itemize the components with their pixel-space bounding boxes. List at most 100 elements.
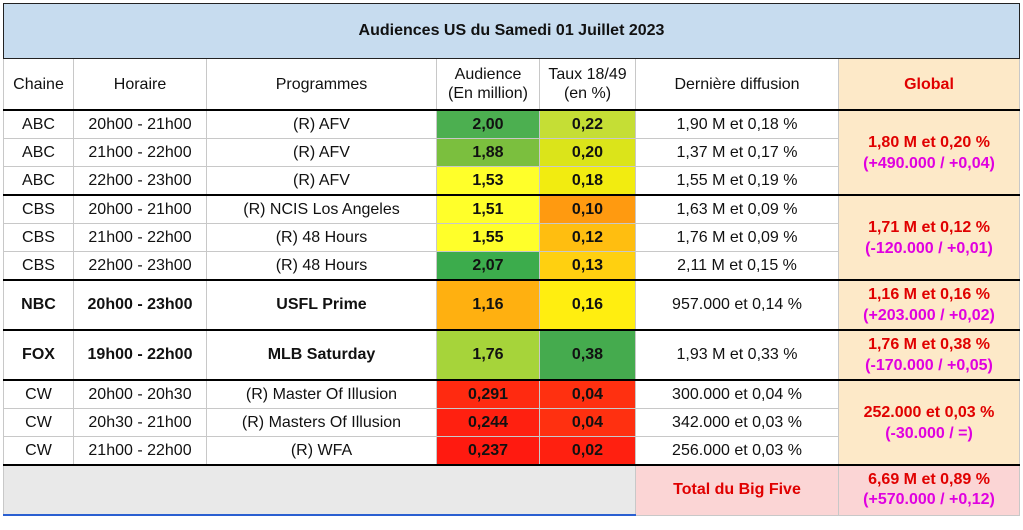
cell-taux: 0,16 [539, 279, 636, 331]
global-cw-main: 252.000 et 0,03 % [863, 403, 995, 421]
global-fox-main: 1,76 M et 0,38 % [868, 336, 990, 353]
cell-chaine: CW [3, 379, 74, 409]
cell-programme: (R) AFV [206, 166, 437, 196]
table-row: ABC 21h00 - 22h00 (R) AFV 1,88 0,20 1,37… [3, 138, 1020, 167]
cell-programme: (R) 48 Hours [206, 251, 437, 281]
header-horaire: Horaire [73, 58, 207, 111]
cell-taux: 0,04 [539, 408, 636, 437]
cell-programme: (R) NCIS Los Angeles [206, 194, 437, 224]
header-taux-l2: (en %) [563, 85, 612, 102]
cell-audience: 0,291 [436, 379, 540, 409]
header-row: Chaine Horaire Programmes Audience (En mi… [3, 58, 1020, 111]
cell-chaine: ABC [3, 109, 74, 139]
cell-taux: 0,13 [539, 251, 636, 281]
cell-derniere: 2,11 M et 0,15 % [635, 251, 839, 281]
global-nbc-main: 1,16 M et 0,16 % [868, 286, 990, 303]
cell-chaine: CBS [3, 223, 74, 252]
cell-horaire: 20h00 - 21h00 [73, 194, 207, 224]
total-diff: (+570.000 / +0,12) [863, 491, 995, 509]
cell-taux: 0,12 [539, 223, 636, 252]
cell-chaine: ABC [3, 138, 74, 167]
cell-programme: (R) WFA [206, 436, 437, 466]
cell-horaire: 20h00 - 21h00 [73, 109, 207, 139]
cell-audience: 0,244 [436, 408, 540, 437]
cell-horaire: 19h00 - 22h00 [73, 329, 207, 381]
header-taux-l1: Taux 18/49 [548, 66, 627, 83]
cell-chaine: CW [3, 436, 74, 466]
cell-horaire: 21h00 - 22h00 [73, 138, 207, 167]
table-row: FOX 19h00 - 22h00 MLB Saturday 1,76 0,38… [3, 329, 1020, 381]
header-audience-l1: Audience [454, 66, 522, 83]
global-nbc: 1,16 M et 0,16 % (+203.000 / +0,02) [838, 279, 1020, 331]
global-nbc-diff: (+203.000 / +0,02) [863, 307, 995, 324]
cell-horaire: 20h00 - 20h30 [73, 379, 207, 409]
cell-taux: 0,04 [539, 379, 636, 409]
cell-derniere: 957.000 et 0,14 % [635, 279, 839, 331]
cell-programme: (R) AFV [206, 109, 437, 139]
total-label: Total du Big Five [635, 464, 839, 516]
cell-chaine: NBC [3, 279, 74, 331]
cell-derniere: 1,55 M et 0,19 % [635, 166, 839, 196]
cell-derniere: 256.000 et 0,03 % [635, 436, 839, 466]
table-row: CW 20h00 - 20h30 (R) Master Of Illusion … [3, 379, 1020, 466]
table-row: ABC 20h00 - 21h00 (R) AFV 2,00 0,22 1,90… [3, 109, 1020, 196]
header-programmes: Programmes [206, 58, 437, 111]
cell-horaire: 20h30 - 21h00 [73, 408, 207, 437]
header-audience-l2: (En million) [447, 85, 528, 102]
cell-audience: 1,55 [436, 223, 540, 252]
header-audience: Audience (En million) [436, 58, 540, 111]
cell-derniere: 1,93 M et 0,33 % [635, 329, 839, 381]
cell-programme: (R) Masters Of Illusion [206, 408, 437, 437]
header-taux: Taux 18/49 (en %) [539, 58, 636, 111]
global-cw-diff: (-30.000 / =) [885, 424, 973, 442]
table-row: NBC 20h00 - 23h00 USFL Prime 1,16 0,16 9… [3, 279, 1020, 331]
cell-chaine: CBS [3, 194, 74, 224]
global-cbs-main: 1,71 M et 0,12 % [868, 218, 990, 236]
cell-audience: 2,00 [436, 109, 540, 139]
cell-chaine: FOX [3, 329, 74, 381]
cell-taux: 0,10 [539, 194, 636, 224]
cell-derniere: 1,90 M et 0,18 % [635, 109, 839, 139]
cell-taux: 0,20 [539, 138, 636, 167]
cell-taux: 0,22 [539, 109, 636, 139]
cell-audience: 1,51 [436, 194, 540, 224]
cell-horaire: 21h00 - 22h00 [73, 223, 207, 252]
global-abc-diff: (+490.000 / +0,04) [863, 154, 995, 172]
cell-horaire: 22h00 - 23h00 [73, 166, 207, 196]
table-row: CBS 21h00 - 22h00 (R) 48 Hours 1,55 0,12… [3, 223, 1020, 252]
cell-horaire: 22h00 - 23h00 [73, 251, 207, 281]
cell-derniere: 1,37 M et 0,17 % [635, 138, 839, 167]
table-row: CBS 22h00 - 23h00 (R) 48 Hours 2,07 0,13… [3, 251, 1020, 281]
footer-row: Total du Big Five 6,69 M et 0,89 % (+570.… [3, 464, 1020, 516]
cell-chaine: CW [3, 408, 74, 437]
table-title: Audiences US du Samedi 01 Juillet 2023 [3, 3, 1020, 59]
cell-programme: USFL Prime [206, 279, 437, 331]
audience-table: Audiences US du Samedi 01 Juillet 2023 C… [3, 3, 1020, 516]
cell-taux: 0,02 [539, 436, 636, 466]
table-row: CW 20h30 - 21h00 (R) Masters Of Illusion… [3, 408, 1020, 437]
cell-programme: (R) Master Of Illusion [206, 379, 437, 409]
total-value: 6,69 M et 0,89 % (+570.000 / +0,12) [838, 464, 1020, 516]
header-derniere: Dernière diffusion [635, 58, 839, 111]
cell-horaire: 20h00 - 23h00 [73, 279, 207, 331]
cell-programme: (R) 48 Hours [206, 223, 437, 252]
global-fox: 1,76 M et 0,38 % (-170.000 / +0,05) [838, 329, 1020, 381]
cell-audience: 1,16 [436, 279, 540, 331]
cell-programme: MLB Saturday [206, 329, 437, 381]
total-main: 6,69 M et 0,89 % [868, 471, 990, 489]
global-cbs-diff: (-120.000 / +0,01) [865, 239, 993, 257]
cell-audience: 0,237 [436, 436, 540, 466]
table-row: CW 21h00 - 22h00 (R) WFA 0,237 0,02 256.… [3, 436, 1020, 466]
header-global: Global [838, 58, 1020, 111]
cell-audience: 2,07 [436, 251, 540, 281]
cell-derniere: 300.000 et 0,04 % [635, 379, 839, 409]
cell-chaine: ABC [3, 166, 74, 196]
cell-audience: 1,53 [436, 166, 540, 196]
cell-taux: 0,18 [539, 166, 636, 196]
cell-derniere: 1,76 M et 0,09 % [635, 223, 839, 252]
table-row: CBS 20h00 - 21h00 (R) NCIS Los Angeles 1… [3, 194, 1020, 281]
table-row: ABC 22h00 - 23h00 (R) AFV 1,53 0,18 1,55… [3, 166, 1020, 196]
cell-chaine: CBS [3, 251, 74, 281]
cell-taux: 0,38 [539, 329, 636, 381]
